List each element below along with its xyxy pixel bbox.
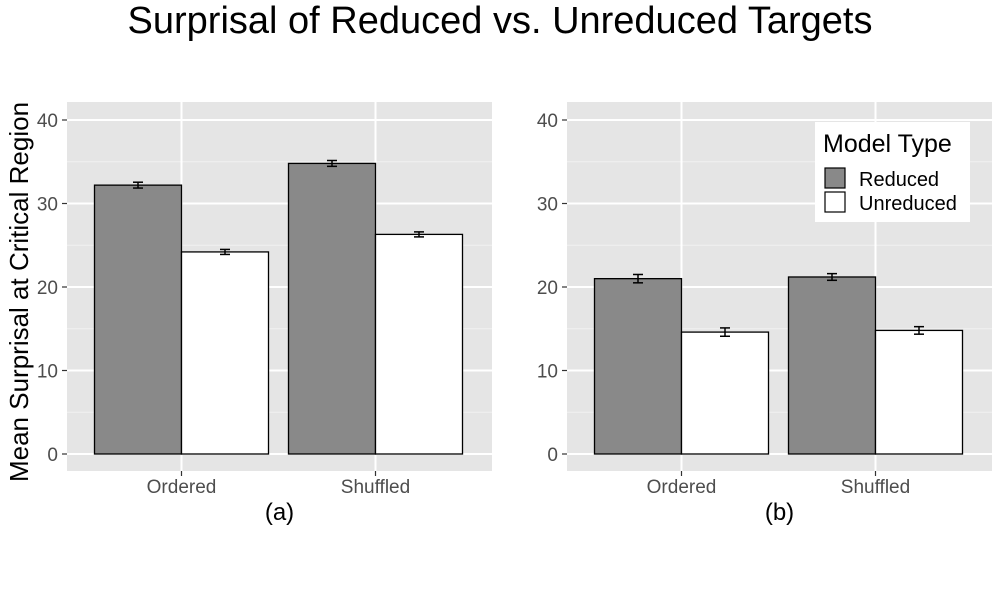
bar-reduced-shuffled [287,162,377,455]
legend-entry-label: Reduced [859,169,939,191]
bar-unreduced-shuffled [874,329,964,455]
y-tick-label: 30 [37,195,58,216]
y-tick-label: 20 [537,278,558,299]
y-tick-label: 10 [537,362,558,383]
bar-unreduced-shuffled [374,233,464,455]
y-tick-label: 30 [537,195,558,216]
y-tick-label: 10 [37,362,58,383]
y-tick-label: 20 [37,278,58,299]
legend-title: Model Type [823,130,952,158]
x-tick-label: Ordered [647,477,717,498]
legend-swatch [824,167,846,189]
legend-swatch [824,191,846,213]
bar-reduced-ordered [93,184,183,455]
bar-reduced-ordered [593,277,683,455]
x-tick-label: Shuffled [841,477,910,498]
panel-label: (a) [265,499,294,526]
x-tick-label: Shuffled [341,477,410,498]
y-tick-label: 40 [37,111,58,132]
panel-1: 0 10 20 30 40 Ordered Shuffled (a) [37,102,492,526]
y-tick-label: 40 [537,111,558,132]
chart-title: Surprisal of Reduced vs. Unreduced Targe… [127,0,873,42]
panel-label: (b) [765,499,794,526]
y-tick-label: 0 [547,445,558,466]
y-axis-title: Mean Surprisal at Critical Region [4,102,34,482]
bar-reduced-shuffled [787,276,877,455]
legend-entry-label: Unreduced [859,193,957,215]
x-tick-label: Ordered [147,477,217,498]
y-tick-label: 0 [47,445,58,466]
bar-unreduced-ordered [680,331,770,455]
bar-unreduced-ordered [180,251,270,455]
